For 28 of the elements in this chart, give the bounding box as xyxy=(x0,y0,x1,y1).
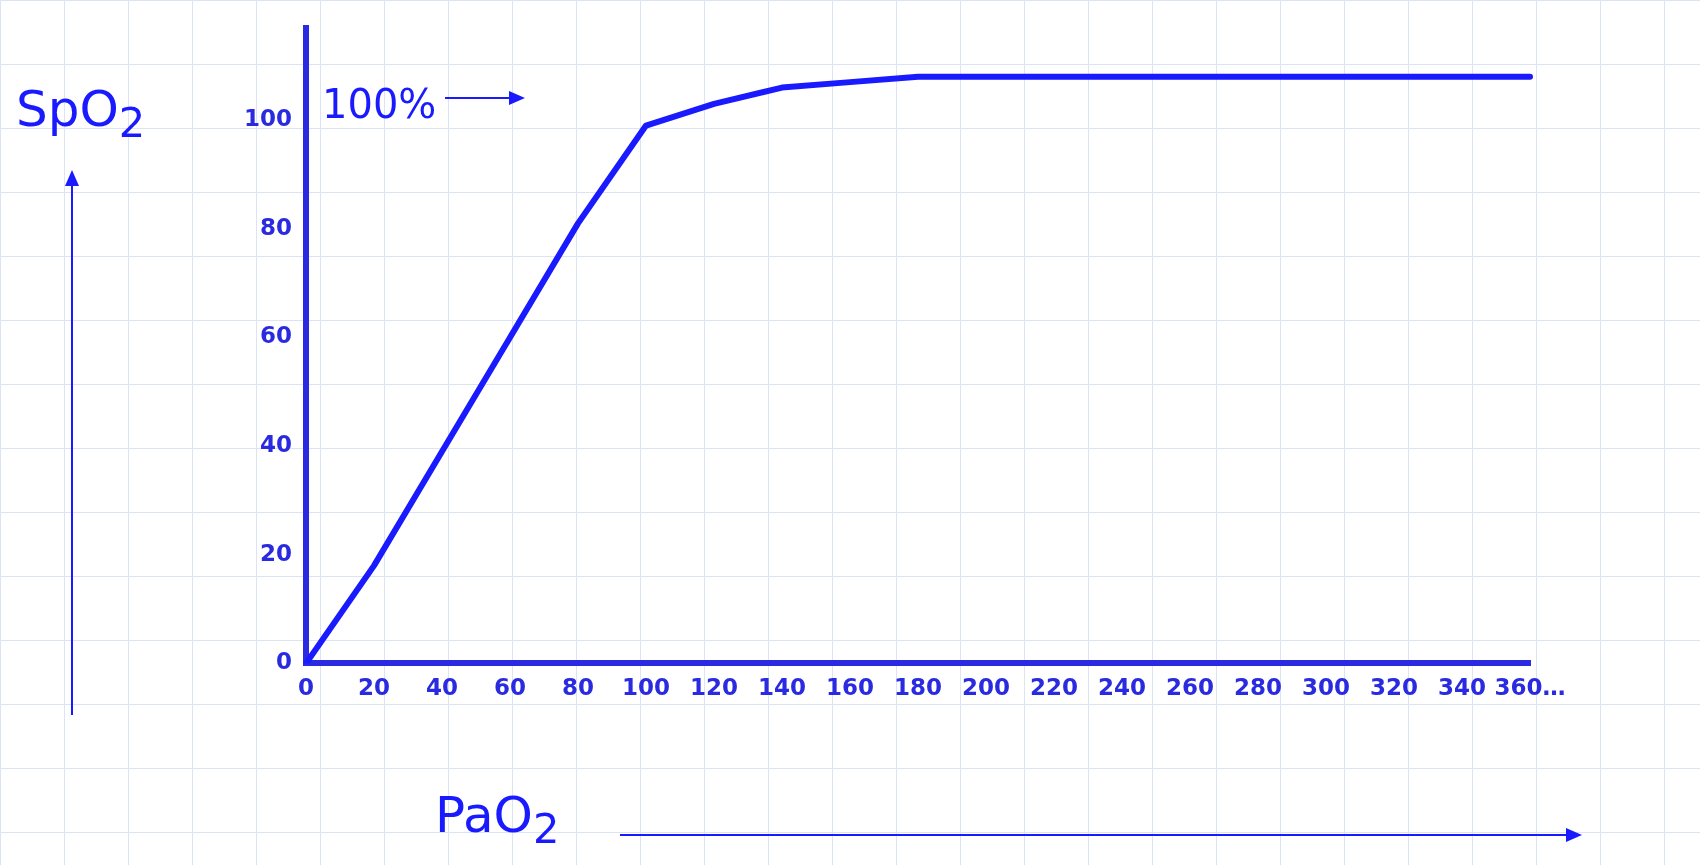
x-tick-label: 220 xyxy=(1030,674,1079,701)
x-tick-label: 80 xyxy=(562,674,595,701)
x-tick-label: 100 xyxy=(622,674,671,701)
annotation: 100% xyxy=(322,81,437,127)
x-tick-label: 200 xyxy=(962,674,1011,701)
y-tick-label: 20 xyxy=(259,539,293,566)
y-tick-label: 100 xyxy=(243,105,293,132)
x-tick-label: 160 xyxy=(826,674,875,701)
x-tick-label: 20 xyxy=(358,674,391,701)
x-tick-label: 140 xyxy=(758,674,807,701)
x-tick-label: 260 xyxy=(1165,674,1215,701)
x-tick-label: 320 xyxy=(1369,674,1419,701)
x-tick-label: 360… xyxy=(1494,674,1566,701)
x-tick-label: 40 xyxy=(426,674,459,701)
x-tick-label: 280 xyxy=(1233,674,1283,701)
x-tick-label: 300 xyxy=(1301,674,1351,701)
y-axis-title: SpO$_{2}$ xyxy=(16,80,146,147)
x-tick-label: 180 xyxy=(894,674,943,701)
x-tick-label: 120 xyxy=(690,674,739,701)
x-tick-label: 0 xyxy=(298,674,315,701)
x-tick-label: 60 xyxy=(494,674,527,701)
y-tick-label: 60 xyxy=(259,322,293,349)
x-tick-label: 240 xyxy=(1098,674,1147,701)
y-tick-label: 0 xyxy=(275,648,293,675)
y-tick-label: 80 xyxy=(259,213,293,240)
x-axis-title: PaO$_{2}$ xyxy=(435,786,560,853)
x-tick-label: 340 xyxy=(1437,674,1487,701)
y-tick-label: 40 xyxy=(259,431,293,458)
